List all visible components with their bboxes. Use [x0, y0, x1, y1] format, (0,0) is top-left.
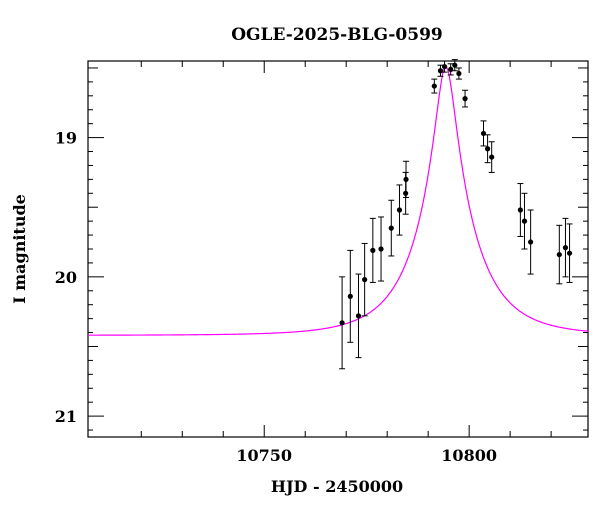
point-marker [528, 239, 534, 245]
data-point [347, 249, 354, 343]
model-curve [88, 65, 589, 336]
x-axis-label: HJD - 2450000 [271, 477, 403, 496]
point-marker [566, 250, 573, 256]
point-marker [489, 154, 495, 160]
data-point [388, 199, 395, 257]
point-marker [521, 218, 528, 224]
data-point [480, 120, 487, 147]
point-marker [403, 176, 409, 182]
point-marker [517, 207, 523, 213]
point-marker [556, 251, 562, 258]
point-marker [339, 320, 345, 326]
x-tick-label: 10750 [236, 446, 292, 465]
chart-title: OGLE-2025-BLG-0599 [231, 25, 443, 45]
model-curve-layer [88, 65, 589, 336]
data-point [488, 141, 495, 173]
point-marker [456, 70, 462, 77]
point-marker [347, 293, 353, 299]
data-point [441, 60, 448, 73]
y-tick-label: 20 [55, 268, 77, 287]
x-tick-label: 10800 [441, 446, 497, 465]
point-marker [370, 247, 376, 253]
point-marker [462, 96, 468, 102]
data-points-layer [339, 59, 573, 370]
data-point [517, 183, 524, 237]
data-point [462, 89, 469, 108]
data-point [339, 276, 346, 370]
point-marker [355, 313, 362, 319]
data-point [355, 273, 362, 359]
data-point [431, 78, 438, 94]
data-point [369, 217, 376, 283]
y-axis-label: I magnitude [10, 194, 29, 304]
tick-labels: 10750 10800 19 20 21 [55, 129, 497, 465]
point-marker [388, 225, 394, 231]
point-marker [452, 62, 458, 68]
axis-ticks [88, 61, 588, 437]
y-tick-label: 21 [55, 407, 77, 426]
data-point [566, 223, 573, 283]
data-point [378, 216, 385, 282]
point-marker [441, 63, 448, 70]
data-point [451, 59, 458, 72]
point-marker [396, 207, 403, 213]
data-point [521, 192, 528, 250]
plot-frame [87, 60, 589, 438]
point-marker [378, 246, 384, 252]
data-point [562, 217, 569, 278]
data-point [527, 209, 534, 275]
data-point [403, 160, 410, 198]
data-point [484, 134, 491, 164]
data-point [556, 224, 563, 285]
point-marker [362, 277, 368, 283]
data-point [361, 242, 368, 317]
point-marker [431, 83, 437, 89]
data-point [455, 67, 462, 80]
y-tick-label: 19 [55, 129, 77, 148]
data-point [396, 184, 403, 236]
point-marker [484, 146, 491, 152]
point-marker [562, 245, 569, 251]
